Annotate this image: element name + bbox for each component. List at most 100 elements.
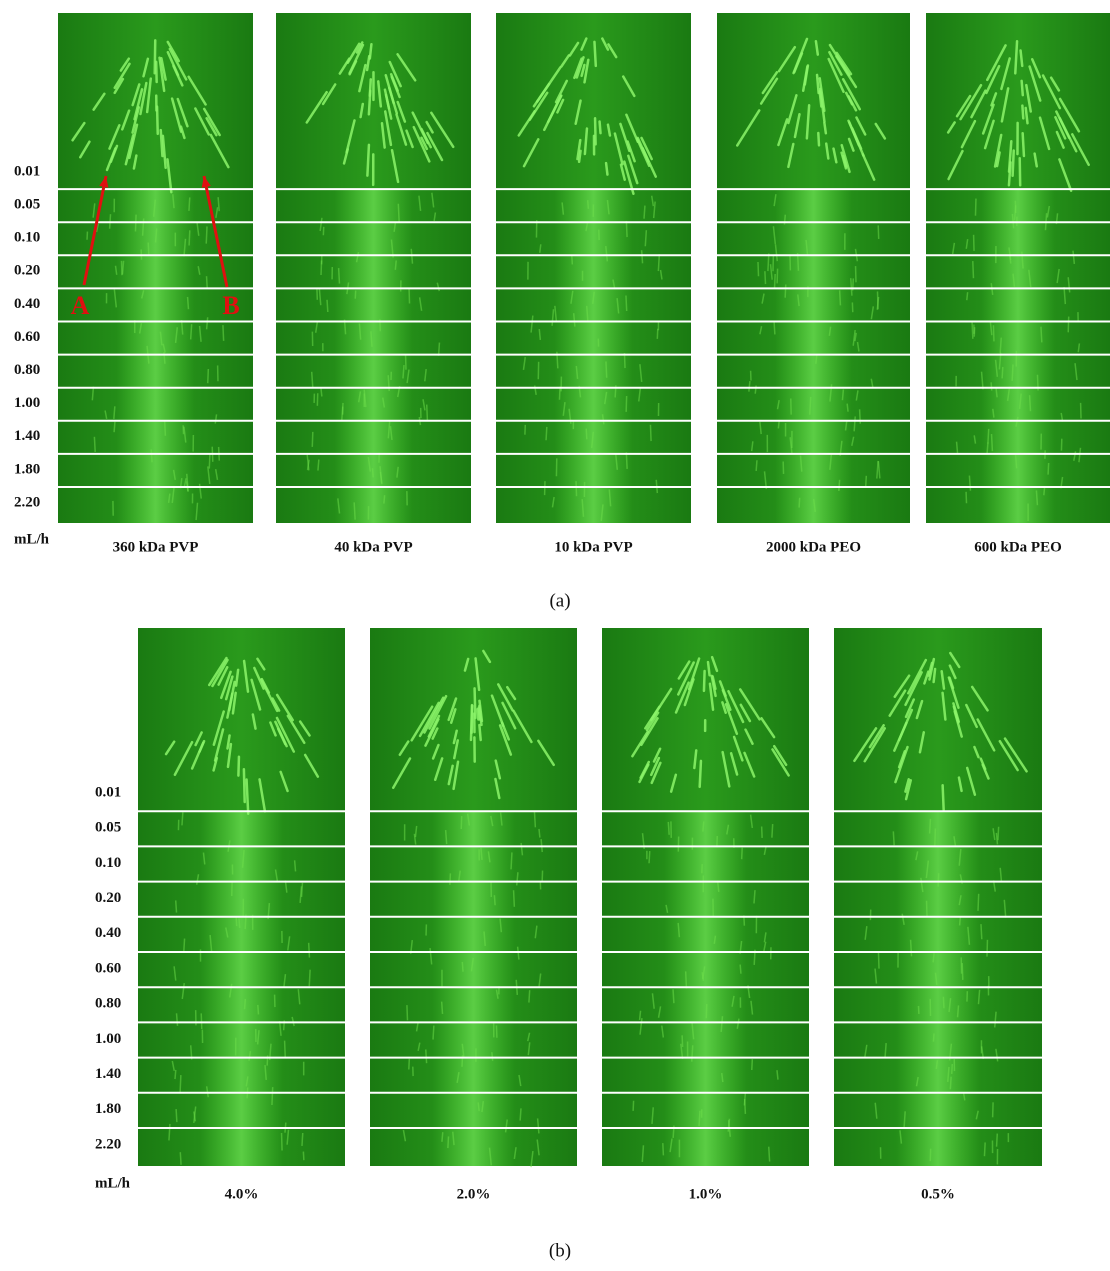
- streak: [1021, 51, 1023, 66]
- row-label: 2.20: [95, 1136, 121, 1152]
- flow-streak: [772, 824, 773, 838]
- flow-streak: [180, 1152, 181, 1165]
- flow-streak: [180, 1075, 181, 1093]
- flow-streak: [996, 389, 997, 398]
- streak: [943, 785, 944, 810]
- flow-streak: [893, 831, 894, 845]
- flow-streak: [339, 268, 340, 284]
- flow-streak: [650, 425, 651, 441]
- streak: [824, 123, 825, 133]
- flow-streak: [998, 827, 999, 840]
- flow-streak: [839, 480, 840, 491]
- row-label: 0.80: [95, 996, 121, 1012]
- jet-glow: [432, 811, 515, 1166]
- flow-streak: [426, 1049, 427, 1063]
- flow-streak: [208, 369, 209, 383]
- streak: [1015, 41, 1017, 73]
- streak: [700, 761, 701, 787]
- flow-streak: [765, 271, 766, 284]
- streak: [934, 669, 935, 682]
- flow-streak: [586, 429, 587, 440]
- flow-streak: [395, 260, 396, 269]
- streak: [594, 42, 595, 66]
- flow-streak: [321, 260, 322, 275]
- row-label: 1.00: [14, 395, 40, 411]
- annotation: A: [71, 291, 90, 320]
- flow-streak: [606, 361, 607, 377]
- flow-streak: [514, 890, 515, 907]
- flow-streak: [450, 873, 451, 884]
- flow-streak: [842, 389, 843, 400]
- flow-streak: [176, 1109, 177, 1122]
- flow-streak: [758, 262, 759, 276]
- column-label: 2000 kDa PEO: [766, 539, 861, 555]
- flow-streak: [943, 997, 944, 1008]
- flow-streak: [446, 830, 447, 844]
- row-label: 0.05: [14, 197, 40, 213]
- flow-streak: [626, 295, 627, 311]
- flow-streak: [207, 317, 208, 329]
- flow-streak: [1002, 367, 1003, 378]
- flow-streak: [427, 405, 428, 421]
- flow-streak: [668, 822, 669, 835]
- row-label: 0.01: [95, 784, 121, 800]
- jet-glow: [896, 811, 979, 1166]
- image-panel: [926, 13, 1110, 523]
- row-label: 0.40: [14, 296, 40, 312]
- flow-streak: [151, 449, 152, 462]
- flow-streak: [588, 200, 589, 209]
- flow-streak: [799, 498, 800, 508]
- row-label: 0.80: [14, 362, 40, 378]
- flow-streak: [978, 894, 979, 911]
- flow-streak: [321, 388, 322, 397]
- flow-streak: [191, 324, 192, 339]
- streak: [600, 121, 601, 133]
- flow-streak: [1000, 338, 1001, 354]
- row-label: 0.01: [14, 163, 40, 179]
- flow-streak: [930, 819, 931, 834]
- flow-streak: [529, 990, 530, 1002]
- flow-streak: [511, 852, 512, 869]
- streak: [579, 151, 580, 162]
- row-label: 0.60: [95, 960, 121, 976]
- flow-streak: [354, 502, 355, 519]
- flow-streak: [642, 250, 643, 263]
- flow-streak: [692, 1045, 693, 1061]
- streak: [704, 671, 705, 691]
- flow-streak: [749, 381, 750, 392]
- streak: [818, 133, 819, 145]
- jet-glow: [981, 189, 1055, 523]
- flow-streak: [742, 848, 743, 859]
- flow-streak: [1036, 490, 1037, 505]
- flow-streak: [1012, 364, 1013, 380]
- flow-streak: [988, 429, 989, 444]
- flow-streak: [206, 226, 207, 243]
- flow-streak: [1030, 395, 1031, 411]
- flow-streak: [774, 321, 775, 335]
- row-label: 0.05: [95, 820, 121, 836]
- flow-streak: [295, 860, 296, 871]
- flow-streak: [933, 1033, 934, 1041]
- flow-streak: [967, 292, 968, 300]
- flow-streak: [546, 427, 547, 440]
- flow-streak: [176, 900, 177, 912]
- flow-streak: [114, 422, 115, 432]
- row-label: 0.20: [95, 890, 121, 906]
- flow-streak: [935, 828, 936, 846]
- column-label: 4.0%: [225, 1186, 259, 1202]
- row-label: 0.10: [95, 855, 121, 871]
- flow-streak: [785, 285, 786, 298]
- flow-streak: [207, 276, 208, 288]
- flow-streak: [494, 895, 495, 905]
- flow-streak: [481, 848, 482, 860]
- image-panel: [717, 13, 910, 523]
- flow-streak: [952, 1064, 953, 1074]
- flow-streak: [272, 1087, 273, 1105]
- flow-streak: [327, 300, 328, 312]
- streak: [1023, 133, 1024, 156]
- streak: [606, 163, 607, 174]
- streak: [820, 91, 822, 106]
- flow-streak: [847, 404, 848, 412]
- streak: [367, 145, 369, 176]
- flow-streak: [239, 918, 240, 927]
